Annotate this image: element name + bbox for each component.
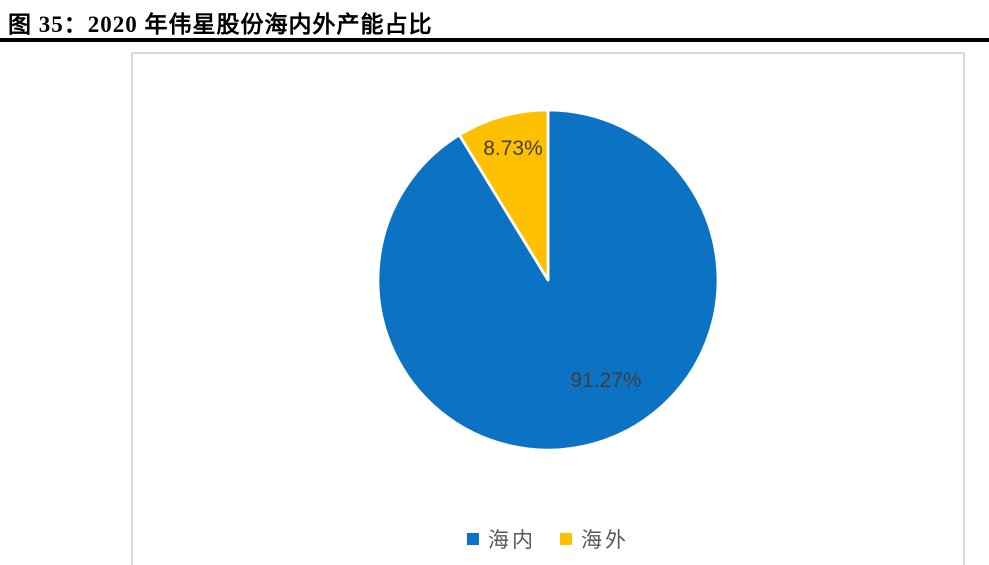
- pie-slice-overseas: [457, 108, 550, 282]
- chart-panel: 8.73% 91.27% 海内 海外: [131, 52, 965, 565]
- legend-label-overseas: 海外: [581, 528, 629, 552]
- legend-label-domestic: 海内: [488, 528, 536, 552]
- data-label-overseas: 8.73%: [483, 137, 543, 160]
- chart-legend: 海内 海外: [133, 524, 963, 554]
- legend-item-domestic: 海内: [467, 524, 536, 554]
- title-underline-rule: [0, 38, 989, 42]
- data-label-domestic: 91.27%: [570, 369, 642, 392]
- pie-chart: [376, 108, 720, 452]
- figure-title: 图 35：2020 年伟星股份海内外产能占比: [8, 12, 433, 37]
- legend-swatch-domestic: [467, 533, 479, 545]
- legend-item-overseas: 海外: [560, 524, 629, 554]
- legend-swatch-overseas: [560, 533, 572, 545]
